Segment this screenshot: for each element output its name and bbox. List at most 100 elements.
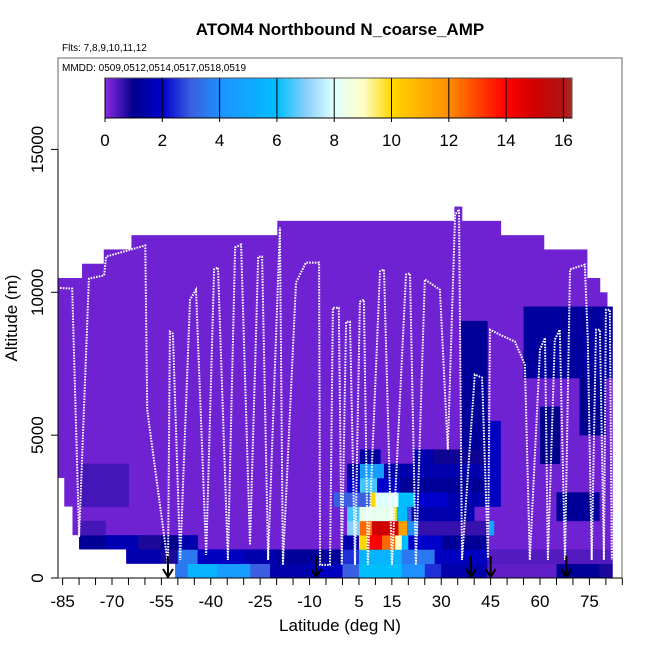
colorbar-swatch [452,78,456,118]
flight-track-line [59,206,613,566]
colorbar-tick-label: 2 [158,131,167,150]
heatmap-cell [270,563,310,579]
arrow-marker-head [465,568,477,579]
colorbar-swatch [554,78,558,118]
colorbar-swatch [309,78,313,118]
colorbar-swatch [230,78,234,118]
colorbar-swatch [437,78,442,118]
heatmap-cell [358,563,403,579]
heatmap-cell [217,563,251,579]
colorbar-swatch [484,78,488,118]
colorbar-swatch [192,78,196,118]
heatmap-cell [401,563,426,579]
colorbar-swatch [528,78,532,118]
heatmap-cell [79,535,106,550]
colorbar-swatch [396,78,401,118]
colorbar-swatch [280,78,284,118]
heatmap-cell [441,535,488,550]
dates-label: MMDD: 0509,0512,0514,0517,0518,0519 [62,63,246,74]
colorbar-swatch [218,78,223,118]
heatmap-cell [487,563,557,579]
heatmap-cell [441,563,488,579]
colorbar-swatch [536,78,541,118]
heatmap-cell [126,549,162,565]
colorbar-swatch [285,78,290,118]
colorbar-swatch [557,78,561,118]
colorbar-swatch [405,78,409,118]
colorbar-swatch [446,78,450,118]
colorbar-swatch [388,78,392,118]
colorbar-swatch [382,78,386,118]
colorbar-swatch [323,78,328,118]
colorbar-swatch [113,78,118,118]
colorbar-swatch [376,78,380,118]
heatmap-coverage-cell [454,206,463,579]
heatmap-coverage-cell [79,278,83,550]
heatmap-cell [401,535,409,550]
heatmap-cell [383,463,488,479]
colorbar-tick-label: 10 [382,131,401,150]
x-tick-label: 30 [432,592,451,611]
colorbar-swatch [283,78,287,118]
colorbar-swatch [461,78,465,118]
heatmap-cell [418,520,488,536]
colorbar-swatch [212,78,217,118]
colorbar-swatch [256,78,261,118]
y-tick-label: 0 [28,573,47,582]
colorbar-swatch [175,78,179,118]
colorbar-swatch [119,78,123,118]
colorbar-swatch [408,78,412,118]
colorbar-swatch [201,78,205,118]
colorbar-swatch [534,78,538,118]
x-axis: -85 -70 -55 -40 -25 -10 5 15 30 45 60 75 [50,577,623,611]
colorbar-swatch [350,78,354,118]
heatmap-cell [372,520,399,536]
colorbar-swatch [560,78,564,118]
colorbar-swatch [262,78,266,118]
colorbar-swatch [496,78,500,118]
heatmap-cell [175,563,189,579]
colorbar-swatch [525,78,529,118]
colorbar-swatch [163,78,167,118]
heatmap-cell [347,506,360,522]
heatmap-cell [79,520,106,536]
colorbar-swatch [245,78,249,118]
colorbar-swatch [145,78,150,118]
heatmap-cell [359,449,381,465]
colorbar-swatch [499,78,503,118]
heatmap-cell [400,478,488,493]
heatmap-cell [375,492,399,507]
colorbar-tick-label: 4 [215,131,224,150]
colorbar-swatch [312,78,316,118]
colorbar-tick-label: 14 [497,131,516,150]
heatmap-cell [347,520,361,536]
heatmap-cell [414,492,449,507]
x-tick-label: 15 [382,592,401,611]
heatmap-cell [413,449,435,465]
colorbar-swatch [385,78,389,118]
colorbar-swatch [338,78,342,118]
heatmap-cell [276,549,343,565]
colorbar-swatch [151,78,156,118]
colorbar-tick-label: 12 [439,131,458,150]
colorbar-swatch [481,78,485,118]
colorbar-swatch [142,78,147,118]
colorbar-swatch [300,78,304,118]
heatmap-cell [434,549,488,565]
arrow-marker-head [484,568,497,579]
colorbar-swatch [411,78,415,118]
colorbar-swatch [315,78,319,118]
heatmap-cell [395,535,403,550]
colorbar-swatch [224,78,228,118]
colorbar-swatch [177,78,182,118]
colorbar-swatch [189,78,193,118]
colorbar-swatch [431,78,436,118]
heatmap-cell [488,520,495,536]
colorbar-swatch [341,78,345,118]
heatmap-cell [359,478,378,493]
heatmap-cell [398,520,408,536]
colorbar-swatch [110,78,115,118]
x-tick-label: -85 [50,592,75,611]
colorbar-swatch [186,78,191,118]
colorbar-swatch [210,78,214,118]
